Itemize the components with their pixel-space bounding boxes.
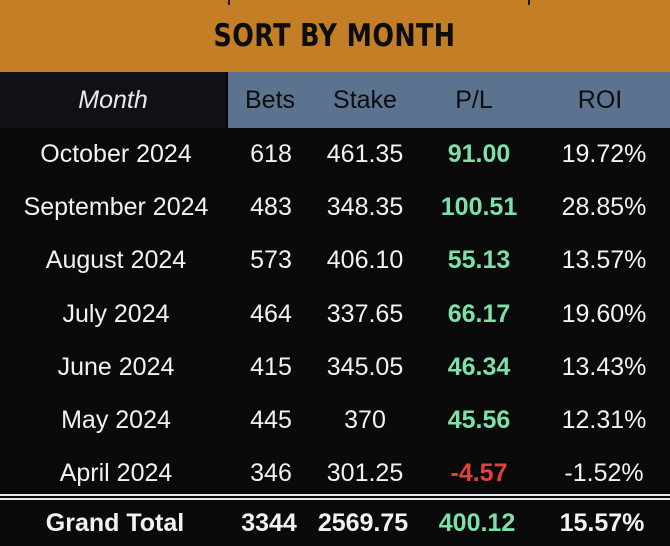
- cell-roi: 13.43%: [561, 352, 647, 381]
- total-separator: [0, 494, 670, 500]
- table-row: August 2024 573 406.10 55.13 13.57%: [0, 234, 670, 287]
- total-roi: 15.57%: [559, 508, 645, 537]
- cell-pl: 55.13: [447, 246, 511, 275]
- column-header-month[interactable]: Month: [0, 72, 228, 128]
- cell-roi: -1.52%: [564, 459, 644, 488]
- title-banner: SORT BY MONTH: [0, 0, 670, 72]
- cell-pl: 45.56: [447, 406, 511, 435]
- cell-month: June 2024: [57, 352, 175, 381]
- total-pl: 400.12: [438, 508, 516, 537]
- cell-roi: 12.31%: [561, 406, 647, 435]
- cell-stake: 301.25: [326, 459, 404, 488]
- cell-stake: 348.35: [326, 193, 404, 222]
- cell-bets: 573: [250, 246, 292, 275]
- cell-month: May 2024: [61, 406, 171, 435]
- cell-pl: 66.17: [447, 299, 511, 328]
- table-row: September 2024 483 348.35 100.51 28.85%: [0, 181, 670, 234]
- column-header-bets[interactable]: Bets: [244, 85, 296, 114]
- cell-month: August 2024: [45, 246, 187, 275]
- cell-bets: 346: [250, 459, 292, 488]
- table-body: October 2024 618 461.35 91.00 19.72% Septembe…: [0, 128, 670, 500]
- cell-stake: 461.35: [326, 140, 404, 169]
- banner-divider: [228, 0, 230, 5]
- table-row: May 2024 445 370 45.56 12.31%: [0, 394, 670, 447]
- cell-month: September 2024: [23, 193, 209, 222]
- cell-bets: 445: [250, 406, 292, 435]
- cell-month: July 2024: [62, 299, 170, 328]
- cell-roi: 19.60%: [561, 299, 647, 328]
- cell-pl: 46.34: [447, 352, 511, 381]
- table-header: Month Bets Stake P/L ROI: [0, 72, 670, 128]
- table-row: October 2024 618 461.35 91.00 19.72%: [0, 128, 670, 181]
- cell-stake: 337.65: [326, 299, 404, 328]
- column-header-pl[interactable]: P/L: [455, 85, 493, 114]
- cell-bets: 618: [250, 140, 292, 169]
- cell-pl: 100.51: [440, 193, 518, 222]
- cell-bets: 464: [250, 299, 292, 328]
- column-header-stake[interactable]: Stake: [333, 85, 397, 114]
- cell-pl: 91.00: [447, 140, 511, 169]
- total-label: Grand Total: [45, 508, 185, 537]
- cell-stake: 370: [344, 406, 386, 435]
- cell-roi: 28.85%: [561, 193, 647, 222]
- table-row: April 2024 346 301.25 -4.57 -1.52%: [0, 447, 670, 500]
- cell-pl: -4.57: [450, 459, 508, 488]
- total-bets: 3344: [241, 508, 297, 537]
- cell-month: April 2024: [59, 459, 173, 488]
- total-stake: 2569.75: [317, 508, 409, 537]
- banner-divider: [528, 0, 530, 5]
- cell-roi: 13.57%: [561, 246, 647, 275]
- cell-stake: 406.10: [326, 246, 404, 275]
- table-row: June 2024 415 345.05 46.34 13.43%: [0, 341, 670, 394]
- cell-stake: 345.05: [326, 352, 404, 381]
- cell-bets: 415: [250, 352, 292, 381]
- cell-month: October 2024: [40, 140, 192, 169]
- table-row: July 2024 464 337.65 66.17 19.60%: [0, 288, 670, 341]
- cell-bets: 483: [250, 193, 292, 222]
- cell-roi: 19.72%: [561, 140, 647, 169]
- page-title: SORT BY MONTH: [214, 18, 456, 54]
- grand-total-row: Grand Total 3344 2569.75 400.12 15.57%: [0, 500, 670, 546]
- column-header-roi[interactable]: ROI: [577, 85, 623, 114]
